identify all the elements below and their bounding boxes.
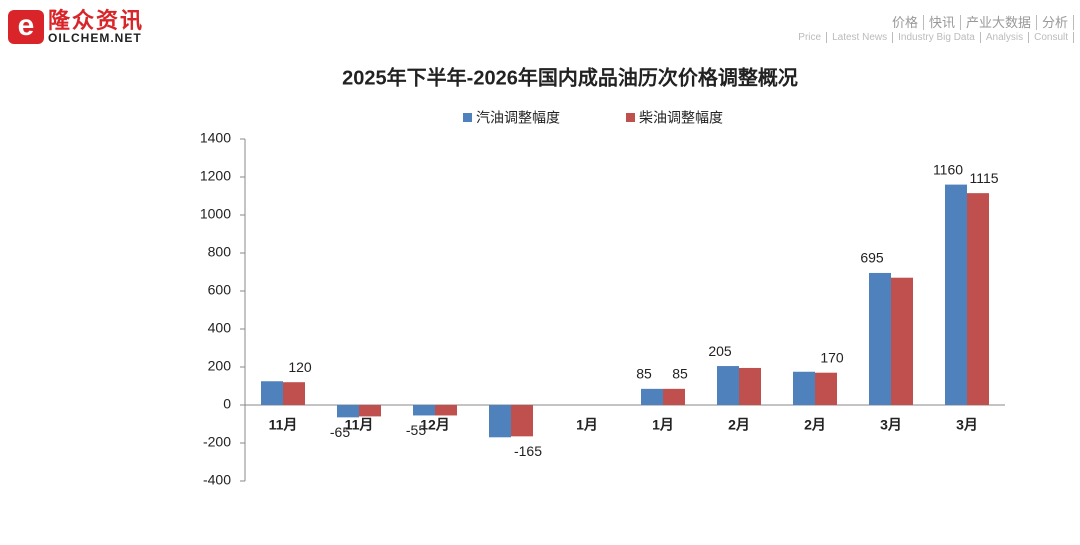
legend-label: 柴油调整幅度 <box>639 110 723 126</box>
logo-en: OILCHEM.NET <box>48 31 142 45</box>
nav-link[interactable]: Analysis <box>980 32 1030 43</box>
legend-label: 汽油调整幅度 <box>476 110 560 126</box>
bar <box>967 193 989 405</box>
x-tick-label: 11月 <box>269 417 298 433</box>
data-label: 1160 <box>933 161 963 177</box>
x-tick-label: 2月 <box>728 417 750 433</box>
x-tick-label: 11月 <box>345 417 374 433</box>
bar <box>337 405 359 418</box>
data-label: 695 <box>860 250 884 266</box>
bar <box>283 382 305 405</box>
y-tick-label: 0 <box>223 396 231 412</box>
bar <box>739 367 761 405</box>
logo-text: 隆众资讯 OILCHEM.NET <box>48 8 145 45</box>
legend-swatch <box>626 113 635 122</box>
bar <box>663 388 685 405</box>
data-label: 85 <box>636 366 652 382</box>
x-tick-label: 1月 <box>652 417 674 433</box>
data-label: 1115 <box>969 170 998 186</box>
logo-icon: e <box>8 10 44 44</box>
bar <box>891 277 913 405</box>
nav-link[interactable]: Latest News <box>827 32 894 43</box>
y-tick-label: 200 <box>208 358 232 374</box>
bar <box>717 366 739 405</box>
data-label: 85 <box>672 366 688 382</box>
bar <box>793 371 815 405</box>
x-tick-label: 3月 <box>880 417 902 433</box>
nav-link[interactable]: Consult <box>1029 32 1074 43</box>
bar <box>641 388 663 405</box>
x-tick-label: 12月 <box>420 417 450 433</box>
legend-swatch <box>463 113 472 122</box>
nav-link[interactable]: Industry Big Data <box>893 32 981 43</box>
data-label: -65 <box>330 424 350 440</box>
y-tick-label: 800 <box>208 244 232 260</box>
data-label: -55 <box>406 422 426 438</box>
nav-en: Price Latest News Industry Big Data Analysi… <box>793 32 1074 43</box>
bar <box>413 405 435 416</box>
logo-cn: 隆众资讯 <box>48 8 145 33</box>
data-label: 170 <box>820 349 844 365</box>
nav-link[interactable]: 分析 <box>1036 15 1074 30</box>
bar <box>815 372 837 405</box>
nav-link[interactable]: Price <box>793 32 828 43</box>
data-label: 205 <box>708 343 732 359</box>
y-tick-label: 400 <box>208 320 232 336</box>
nav-link[interactable]: 产业大数据 <box>960 15 1037 30</box>
logo[interactable]: e 隆众资讯 OILCHEM.NET <box>8 10 144 44</box>
y-tick-label: 1000 <box>200 206 231 222</box>
nav-link[interactable]: 价格 <box>886 15 924 30</box>
x-tick-label: 2月 <box>804 417 826 433</box>
bar <box>945 184 967 405</box>
nav-link[interactable]: 快讯 <box>923 15 961 30</box>
x-tick-label: 1月 <box>576 417 598 433</box>
x-tick-label: 3月 <box>956 417 978 433</box>
y-tick-label: 1200 <box>200 168 231 184</box>
y-tick-label: 1400 <box>200 130 231 146</box>
y-tick-label: -400 <box>203 472 231 488</box>
bar <box>261 381 283 405</box>
chart-title: 2025年下半年-2026年国内成品油历次价格调整概况 <box>342 65 798 89</box>
nav-cn: 价格 快讯 产业大数据 分析 <box>886 12 1074 31</box>
bar <box>489 405 511 438</box>
bar <box>435 405 457 416</box>
y-tick-label: -200 <box>203 434 231 450</box>
bar <box>359 405 381 417</box>
bar <box>511 405 533 437</box>
y-tick-label: 600 <box>208 282 232 298</box>
data-label: 120 <box>288 359 312 375</box>
bar <box>869 272 891 405</box>
data-label: -165 <box>514 443 542 459</box>
